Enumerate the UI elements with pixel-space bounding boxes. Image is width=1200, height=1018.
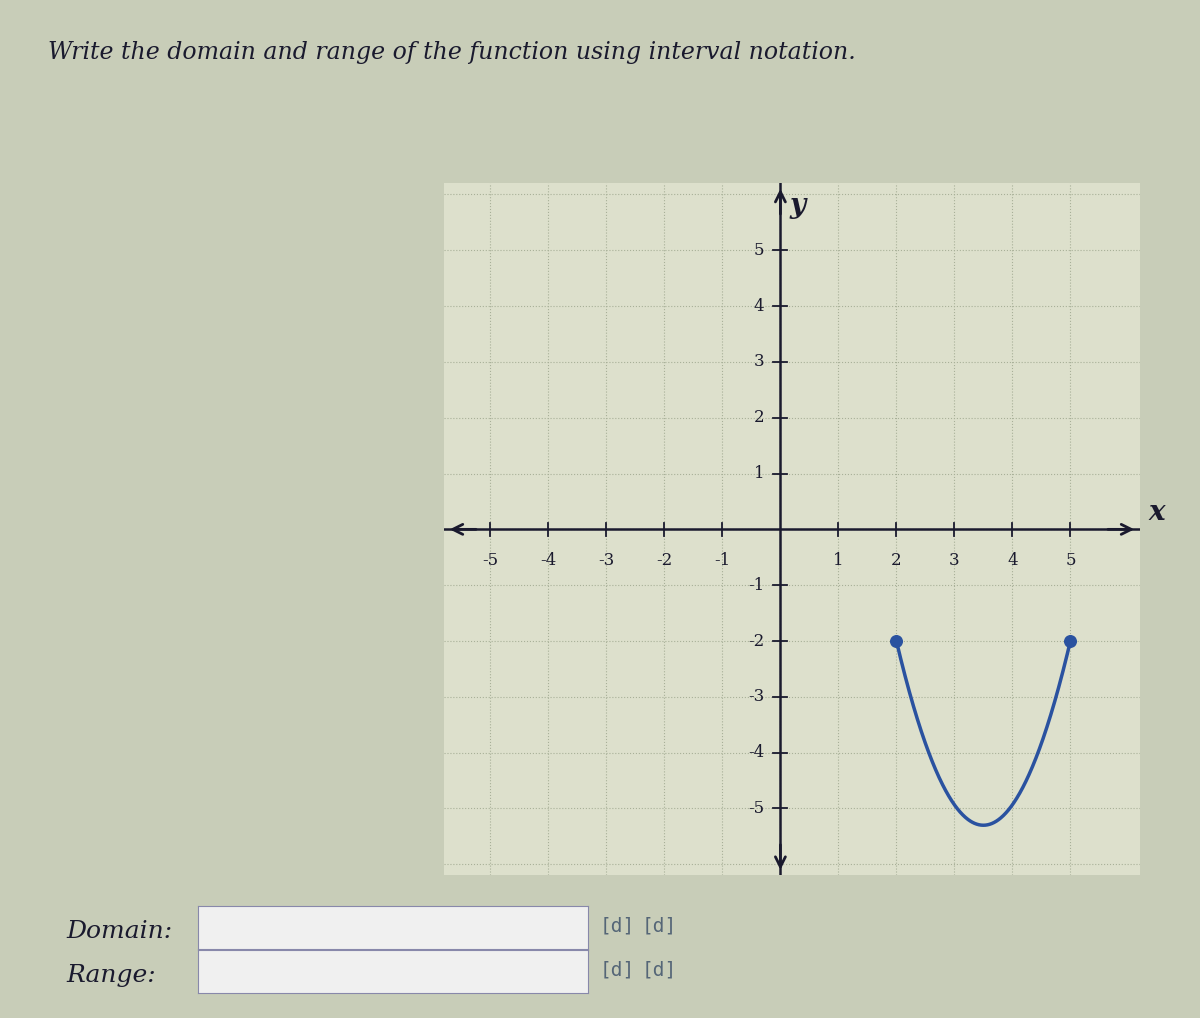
Text: -3: -3 — [748, 688, 764, 705]
Text: [d]: [d] — [642, 961, 677, 979]
Text: 4: 4 — [1007, 552, 1018, 569]
Text: -4: -4 — [540, 552, 557, 569]
Text: -2: -2 — [748, 632, 764, 649]
Text: y: y — [790, 191, 806, 219]
Text: 5: 5 — [1066, 552, 1075, 569]
Text: Domain:: Domain: — [66, 920, 172, 943]
Text: 2: 2 — [892, 552, 901, 569]
Text: -4: -4 — [748, 744, 764, 761]
Text: 3: 3 — [949, 552, 960, 569]
Text: [d]: [d] — [600, 961, 635, 979]
Text: -1: -1 — [714, 552, 731, 569]
Text: Range:: Range: — [66, 964, 156, 986]
Text: 3: 3 — [754, 353, 764, 371]
Text: 1: 1 — [754, 465, 764, 483]
Text: [d]: [d] — [642, 917, 677, 936]
Text: x: x — [1148, 499, 1165, 526]
Text: -2: -2 — [656, 552, 672, 569]
Text: 2: 2 — [754, 409, 764, 427]
Text: [d]: [d] — [600, 917, 635, 936]
Point — [1061, 633, 1080, 649]
Text: -5: -5 — [748, 800, 764, 817]
Point — [887, 633, 906, 649]
Text: 4: 4 — [754, 297, 764, 315]
Text: -3: -3 — [599, 552, 614, 569]
Text: 1: 1 — [833, 552, 844, 569]
Text: -1: -1 — [748, 576, 764, 593]
Text: -5: -5 — [482, 552, 498, 569]
Text: 5: 5 — [754, 241, 764, 259]
Text: Write the domain and range of the function using interval notation.: Write the domain and range of the functi… — [48, 41, 856, 64]
